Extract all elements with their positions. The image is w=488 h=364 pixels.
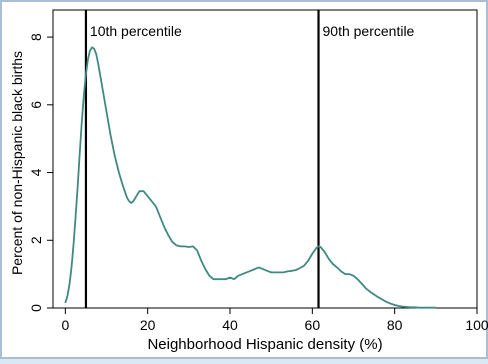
axes: 0 20 40 60 80 100 0 2 4 6 8 — [28, 33, 488, 333]
series-line-1 — [64, 46, 436, 309]
y-tick-label: 0 — [28, 304, 44, 312]
reference-line-label-1: 10th percentile — [90, 23, 182, 39]
x-tick-label: 100 — [465, 317, 488, 333]
y-tick-label: 6 — [28, 101, 44, 109]
x-tick-label: 60 — [305, 317, 321, 333]
x-tick-label: 40 — [222, 317, 238, 333]
x-tick-label: 20 — [140, 317, 156, 333]
plot-area — [52, 9, 478, 309]
x-tick-label: 0 — [61, 317, 69, 333]
x-axis-label: Neighborhood Hispanic density (%) — [147, 336, 382, 353]
reference-line-label-2: 90th percentile — [323, 23, 415, 39]
series-group — [64, 46, 436, 309]
y-tick-label: 2 — [28, 236, 44, 244]
y-tick-label: 8 — [28, 33, 44, 41]
y-axis-label: Percent of non-Hispanic black births — [9, 51, 25, 275]
reference-lines: 10th percentile 90th percentile — [84, 10, 415, 308]
x-tick-label: 80 — [387, 317, 403, 333]
y-tick-label: 4 — [28, 168, 44, 176]
